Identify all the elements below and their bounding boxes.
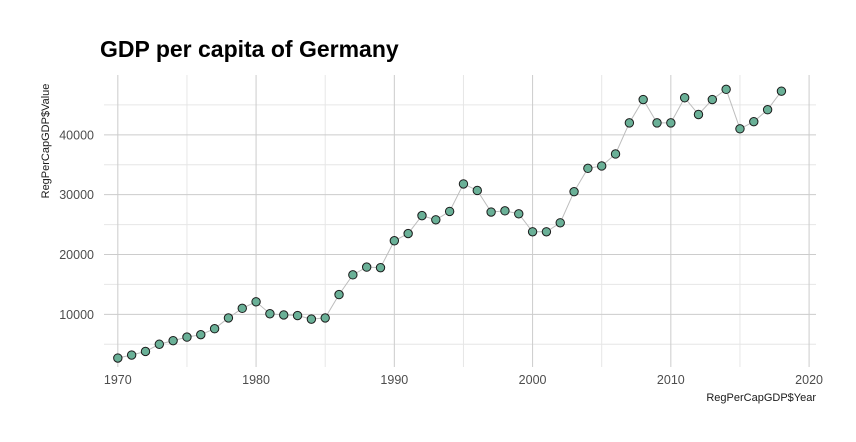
x-tick-label: 1990 bbox=[380, 373, 408, 387]
y-tick-label: 30000 bbox=[59, 188, 94, 202]
data-point bbox=[306, 314, 317, 324]
data-point bbox=[624, 118, 635, 128]
series-line-layer bbox=[117, 88, 782, 359]
x-tick-label: 1980 bbox=[242, 373, 270, 387]
x-axis-title: RegPerCapGDP$Year bbox=[706, 392, 816, 404]
data-point bbox=[652, 118, 662, 128]
data-point bbox=[251, 297, 261, 307]
data-point bbox=[514, 209, 524, 219]
grid-lines bbox=[104, 75, 816, 367]
y-tick-label: 40000 bbox=[59, 128, 94, 142]
data-point bbox=[527, 227, 538, 237]
y-axis-ticks: 10000 20000 30000 40000 bbox=[59, 128, 94, 322]
data-point bbox=[168, 335, 178, 346]
data-point bbox=[126, 350, 137, 360]
data-point bbox=[679, 93, 690, 103]
data-point bbox=[154, 339, 165, 349]
data-point bbox=[237, 303, 247, 314]
data-point bbox=[431, 215, 441, 225]
data-point bbox=[458, 179, 469, 189]
data-point bbox=[500, 206, 510, 216]
data-point bbox=[140, 346, 151, 357]
data-point bbox=[265, 309, 275, 319]
data-point bbox=[348, 270, 358, 280]
data-points bbox=[113, 84, 787, 363]
data-point bbox=[762, 105, 773, 115]
data-point bbox=[749, 116, 759, 127]
data-point bbox=[597, 161, 607, 171]
x-tick-label: 1970 bbox=[104, 373, 132, 387]
data-point bbox=[292, 310, 303, 321]
data-point bbox=[196, 329, 206, 340]
data-point bbox=[403, 228, 413, 239]
data-point bbox=[569, 186, 579, 197]
data-point bbox=[472, 185, 482, 196]
data-point bbox=[638, 94, 648, 105]
data-point bbox=[279, 310, 289, 320]
data-point bbox=[486, 207, 496, 217]
data-point bbox=[389, 236, 400, 246]
x-axis-ticks: 1970 1980 1990 2000 2010 2020 bbox=[104, 373, 823, 387]
data-point bbox=[334, 289, 344, 300]
data-point bbox=[209, 324, 220, 334]
series-line bbox=[117, 88, 782, 359]
data-point bbox=[417, 210, 427, 221]
data-point bbox=[182, 332, 192, 342]
data-point bbox=[361, 262, 372, 272]
data-point bbox=[666, 118, 676, 128]
data-point bbox=[223, 313, 234, 323]
y-tick-label: 20000 bbox=[59, 248, 94, 262]
data-point bbox=[610, 149, 621, 159]
data-point bbox=[693, 109, 704, 120]
chart-title: GDP per capita of Germany bbox=[100, 36, 399, 62]
x-tick-label: 2010 bbox=[657, 373, 685, 387]
data-point bbox=[113, 353, 123, 363]
x-tick-label: 2000 bbox=[519, 373, 547, 387]
data-point bbox=[555, 218, 565, 228]
data-point bbox=[375, 262, 386, 273]
data-point bbox=[444, 206, 455, 217]
x-tick-label: 2020 bbox=[795, 373, 823, 387]
data-point bbox=[320, 313, 330, 323]
data-point bbox=[721, 84, 731, 95]
data-point bbox=[583, 163, 593, 174]
data-point bbox=[776, 86, 787, 96]
data-point bbox=[707, 94, 718, 105]
data-point bbox=[735, 124, 745, 134]
y-tick-label: 10000 bbox=[59, 308, 94, 322]
y-axis-title: RegPerCapGDP$Value bbox=[40, 84, 52, 199]
data-point bbox=[541, 227, 552, 237]
